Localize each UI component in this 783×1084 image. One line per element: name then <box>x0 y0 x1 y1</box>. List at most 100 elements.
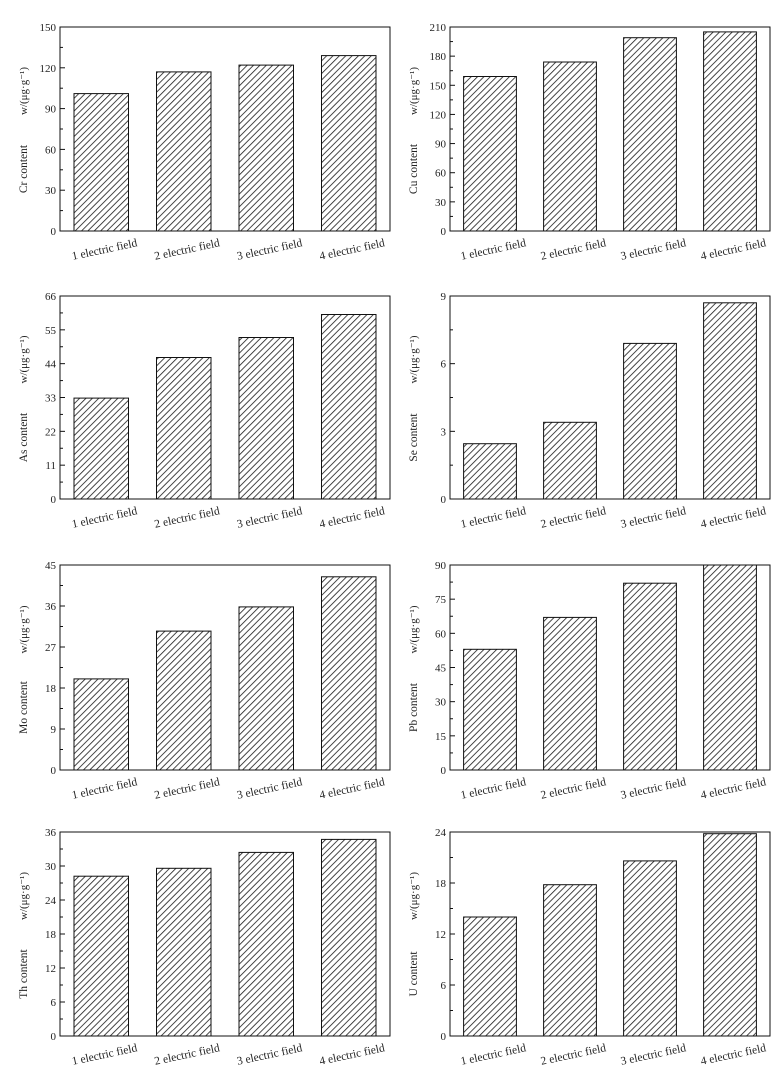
y-tick-label: 120 <box>430 109 447 121</box>
y-axis-label: U content <box>408 951 420 997</box>
bar-cu-4 <box>703 31 757 232</box>
x-tick-label: 4 electric field <box>318 776 386 802</box>
x-tick-label: 3 electric field <box>236 776 304 802</box>
x-tick-label: 2 electric field <box>540 505 608 531</box>
bar-th-1 <box>73 875 129 1037</box>
x-tick-label: 1 electric field <box>460 776 528 802</box>
y-tick-label: 150 <box>430 80 447 92</box>
x-tick-label: 1 electric field <box>71 776 139 802</box>
y-tick-label: 120 <box>40 63 57 75</box>
x-tick-label: 1 electric field <box>71 505 139 531</box>
y-tick-label: 22 <box>45 426 56 438</box>
y-tick-label: 0 <box>51 226 57 238</box>
y-axis-unit: w/(μg·g⁻¹) <box>18 605 30 653</box>
y-tick-label: 18 <box>45 683 57 695</box>
y-tick-label: 30 <box>435 697 447 709</box>
y-tick-label: 90 <box>435 139 447 151</box>
x-tick-label: 4 electric field <box>700 1042 768 1068</box>
bar-cr-4 <box>321 55 377 232</box>
x-tick-label: 1 electric field <box>460 505 528 531</box>
y-tick-label: 30 <box>435 197 447 209</box>
x-tick-label: 3 electric field <box>620 1042 688 1068</box>
x-tick-label: 2 electric field <box>540 1042 608 1068</box>
y-tick-label: 24 <box>435 827 447 839</box>
bar-th-3 <box>238 851 294 1037</box>
y-tick-label: 60 <box>435 168 447 180</box>
y-tick-label: 44 <box>45 359 57 371</box>
y-tick-label: 0 <box>51 1031 57 1043</box>
y-axis-unit: w/(μg·g⁻¹) <box>408 67 420 115</box>
x-tick-label: 4 electric field <box>318 505 386 531</box>
bar-cu-1 <box>463 76 517 232</box>
y-tick-label: 60 <box>45 144 57 156</box>
bar-u-2 <box>543 884 597 1037</box>
x-tick-label: 2 electric field <box>153 776 221 802</box>
y-tick-label: 36 <box>45 601 57 613</box>
bar-u-3 <box>623 860 677 1037</box>
bar-th-2 <box>156 867 212 1037</box>
x-tick-label: 1 electric field <box>71 237 139 263</box>
y-tick-label: 9 <box>441 291 447 303</box>
y-tick-label: 11 <box>45 460 56 472</box>
x-tick-label: 3 electric field <box>236 237 304 263</box>
y-axis-label: Cr content <box>18 144 30 193</box>
chart-panel-se: 0 3 6 9 1 electric field 2 electric field 3 el… <box>408 291 771 531</box>
y-tick-label: 15 <box>435 731 447 743</box>
x-tick-label: 2 electric field <box>153 1042 221 1068</box>
y-tick-label: 45 <box>435 663 447 675</box>
bar-mo-1 <box>73 678 129 771</box>
bar-pb-3 <box>623 582 677 771</box>
x-tick-label: 3 electric field <box>620 505 688 531</box>
chart-panel-pb: 0 15 30 45 60 75 90 1 electric field 2 electric … <box>408 560 771 802</box>
y-tick-label: 33 <box>45 393 57 405</box>
y-tick-label: 66 <box>45 291 57 303</box>
bar-as-3 <box>238 337 294 500</box>
chart-panel-th: 0 6 12 18 24 30 36 1 electric field 2 electric f… <box>18 827 391 1068</box>
x-tick-label: 2 electric field <box>540 237 608 263</box>
x-tick-label: 1 electric field <box>460 1042 528 1068</box>
chart-panel-u: 0 6 12 18 24 1 electric field 2 electric field… <box>408 827 771 1068</box>
y-axis-label: Pb content <box>408 682 420 732</box>
bar-as-1 <box>73 397 129 500</box>
y-tick-label: 0 <box>441 1031 447 1043</box>
y-tick-label: 0 <box>441 494 447 506</box>
x-tick-label: 4 electric field <box>700 505 768 531</box>
bar-cu-3 <box>623 37 677 232</box>
bar-se-3 <box>623 342 677 500</box>
y-axis-unit: w/(μg·g⁻¹) <box>18 67 30 115</box>
bar-cu-2 <box>543 61 597 232</box>
y-tick-label: 150 <box>40 22 57 34</box>
bar-u-4 <box>703 833 757 1037</box>
bar-se-4 <box>703 302 757 500</box>
bar-mo-2 <box>156 630 212 771</box>
y-tick-label: 18 <box>45 929 57 941</box>
bar-u-1 <box>463 916 517 1037</box>
y-axis-unit: w/(μg·g⁻¹) <box>408 605 420 653</box>
y-tick-label: 0 <box>51 765 57 777</box>
y-tick-label: 180 <box>430 51 447 63</box>
x-tick-label: 4 electric field <box>700 237 768 263</box>
x-tick-label: 3 electric field <box>236 505 304 531</box>
chart-panel-as: 0 11 22 33 44 55 66 1 electric field 2 electric … <box>18 291 391 531</box>
y-axis-unit: w/(μg·g⁻¹) <box>18 872 30 920</box>
y-tick-label: 6 <box>441 980 447 992</box>
y-tick-label: 0 <box>51 494 57 506</box>
y-tick-label: 0 <box>441 765 447 777</box>
y-axis-label: Mo content <box>18 680 30 734</box>
y-tick-label: 210 <box>430 22 447 34</box>
y-tick-label: 45 <box>45 560 57 572</box>
y-tick-label: 60 <box>435 628 447 640</box>
y-tick-label: 6 <box>441 359 447 371</box>
y-tick-label: 24 <box>45 895 57 907</box>
x-tick-label: 2 electric field <box>153 505 221 531</box>
bar-se-1 <box>463 443 517 500</box>
bar-mo-3 <box>238 606 294 771</box>
x-tick-label: 4 electric field <box>318 237 386 263</box>
y-axis-label: Cu content <box>408 143 420 194</box>
bar-cr-2 <box>156 71 212 232</box>
x-tick-label: 2 electric field <box>540 776 608 802</box>
chart-panel-cr: 0 30 60 90 120 150 1 electric field 2 electric … <box>18 22 391 263</box>
y-tick-label: 55 <box>45 325 57 337</box>
